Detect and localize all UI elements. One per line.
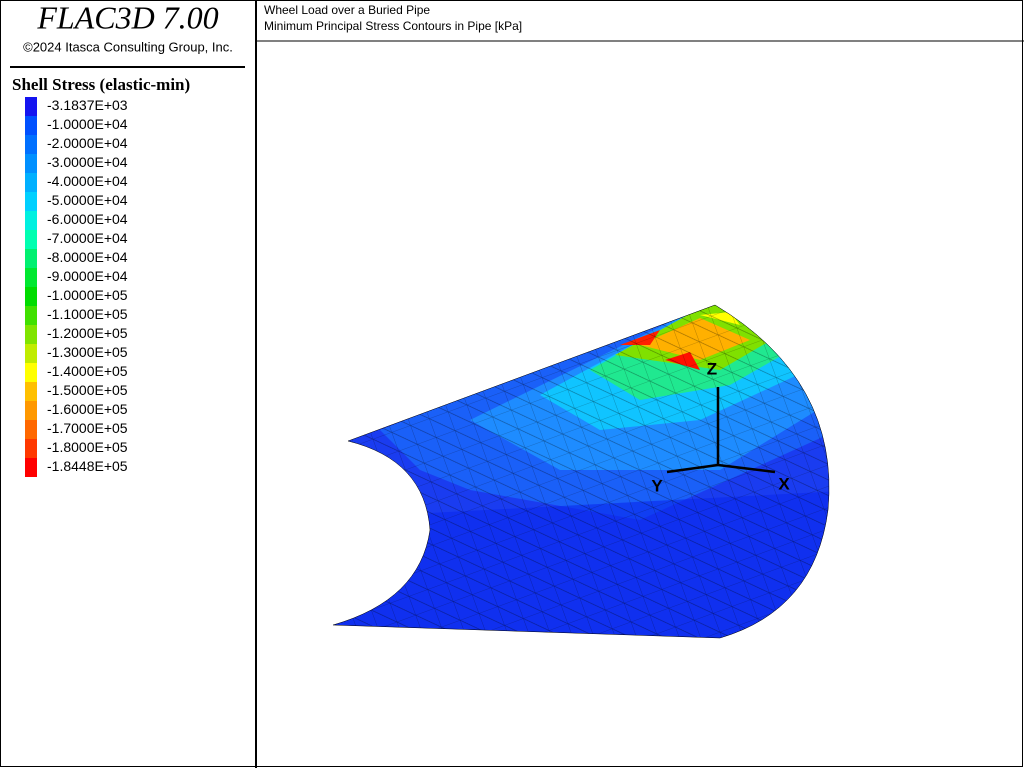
app-title: FLAC3D 7.00 [36, 0, 218, 35]
legend-swatch [25, 344, 37, 363]
legend-label: -9.0000E+04 [47, 268, 128, 284]
legend-swatch [25, 135, 37, 154]
legend-label: -2.0000E+04 [47, 135, 128, 151]
legend-swatch [25, 249, 37, 268]
legend-label: -1.2000E+05 [47, 325, 128, 341]
legend-label: -1.0000E+05 [47, 287, 128, 303]
legend-swatch [25, 97, 37, 116]
legend-label: -4.0000E+04 [47, 173, 128, 189]
legend-label: -7.0000E+04 [47, 230, 128, 246]
legend-label: -1.0000E+04 [47, 116, 128, 132]
legend-swatch [25, 287, 37, 306]
legend-title: Shell Stress (elastic-min) [12, 75, 190, 94]
legend: -3.1837E+03 -1.0000E+04 -2.0000E+04 -3.0000… [25, 97, 128, 477]
legend-label: -1.8000E+05 [47, 439, 128, 455]
axis-label: Z [707, 359, 717, 378]
legend-label: -1.4000E+05 [47, 363, 128, 379]
legend-label: -1.1000E+05 [47, 306, 128, 322]
axis-triad [666, 387, 776, 474]
legend-label: -5.0000E+04 [47, 192, 128, 208]
legend-label: -1.5000E+05 [47, 382, 128, 398]
legend-label: -1.8448E+05 [47, 458, 128, 474]
legend-swatch [25, 363, 37, 382]
legend-label: -1.7000E+05 [47, 420, 128, 436]
legend-swatch [25, 211, 37, 230]
legend-swatch [25, 154, 37, 173]
legend-swatch [25, 325, 37, 344]
plot-subtitle: Minimum Principal Stress Contours in Pip… [264, 19, 522, 33]
legend-label: -1.6000E+05 [47, 401, 128, 417]
legend-swatch [25, 458, 37, 477]
plot-title: Wheel Load over a Buried Pipe [264, 3, 430, 17]
legend-swatch [25, 306, 37, 325]
legend-label: -3.1837E+03 [47, 97, 128, 113]
axis-label: Y [651, 476, 663, 495]
legend-label: -6.0000E+04 [47, 211, 128, 227]
legend-swatch [25, 401, 37, 420]
legend-swatch [25, 382, 37, 401]
legend-swatch [25, 116, 37, 135]
pipe-mesh [332, 304, 830, 639]
legend-swatch [25, 192, 37, 211]
legend-label: -8.0000E+04 [47, 249, 128, 265]
legend-swatch [25, 173, 37, 192]
legend-swatch [25, 420, 37, 439]
axis-label: X [778, 474, 790, 493]
legend-swatch [25, 230, 37, 249]
legend-label: -1.3000E+05 [47, 344, 128, 360]
copyright: ©2024 Itasca Consulting Group, Inc. [23, 39, 233, 54]
legend-swatch [25, 268, 37, 287]
legend-swatch [25, 439, 37, 458]
legend-label: -3.0000E+04 [47, 154, 128, 170]
